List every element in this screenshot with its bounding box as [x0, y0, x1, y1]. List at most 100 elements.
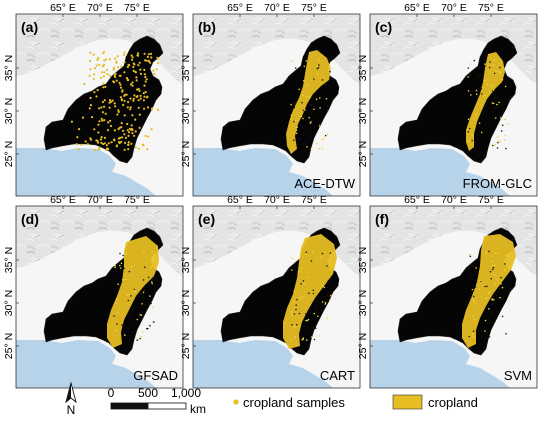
sample-point: [108, 58, 112, 61]
sample-point: [132, 99, 135, 102]
cropland-speckle: [471, 288, 474, 291]
cropland-speckle: [123, 265, 126, 267]
sample-point: [145, 78, 148, 81]
sample-point: [117, 141, 121, 144]
sample-point: [80, 143, 83, 146]
cropland-speckle: [299, 252, 301, 254]
sample-point: [117, 137, 120, 140]
cropland-speckle: [468, 140, 470, 142]
cropland-speckle: [151, 250, 153, 253]
sample-point: [131, 114, 134, 117]
cropland-speckle: [480, 88, 483, 90]
terrain-relief: [370, 14, 537, 84]
cropland-speckle: [498, 101, 500, 104]
cropland-speckle: [302, 109, 305, 112]
cropland-speckle: [148, 281, 150, 283]
cropland-speckle: [329, 269, 332, 272]
cropland-speckle: [133, 289, 135, 292]
cropland-speckle: [471, 134, 473, 137]
sample-point: [104, 85, 107, 88]
cropland-speckle: [136, 339, 138, 341]
cropland-speckle: [293, 313, 296, 315]
cropland-speckle: [475, 93, 478, 95]
cropland-speckle: [319, 107, 321, 109]
panel-label: (a): [21, 19, 38, 35]
lat-tick-label: 35° N: [357, 247, 369, 273]
scale-unit: km: [190, 402, 206, 416]
sample-point: [150, 56, 153, 59]
cropland-speckle: [308, 96, 311, 98]
sample-point: [143, 84, 146, 87]
cropland-speckle: [310, 260, 313, 262]
cropland-speckle: [306, 319, 309, 322]
sample-point: [93, 128, 96, 131]
cropland-speckle: [483, 79, 486, 82]
cropland-area: [462, 234, 516, 348]
sample-point: [138, 61, 141, 64]
sample-point: [122, 103, 125, 107]
sample-point: [110, 100, 113, 103]
cropland-speckle: [480, 86, 482, 88]
cropland-speckle: [496, 103, 498, 106]
cropland-speckle: [293, 290, 296, 292]
cropland-speckle: [300, 283, 302, 285]
cropland-speckle: [481, 93, 483, 95]
sample-point: [150, 128, 153, 131]
cropland-speckle: [301, 101, 303, 104]
sample-point: [77, 148, 80, 151]
cropland-speckle: [481, 331, 483, 333]
sample-point: [120, 65, 123, 68]
lat-tick-label: 30° N: [357, 290, 369, 316]
map-panel-f: 65° E 70° E 75° E 35° N 30° N 25° N (f) SVM: [357, 194, 538, 389]
legend-cropland: cropland: [392, 394, 478, 410]
cropland-speckle: [116, 323, 118, 325]
sample-point: [118, 126, 121, 129]
cropland-area: [283, 234, 337, 349]
method-label: GFSAD: [133, 368, 178, 383]
cropland-speckle: [474, 286, 477, 288]
cropland-speckle: [142, 252, 145, 254]
sample-point: [137, 64, 140, 67]
cropland-speckle: [329, 70, 331, 73]
cropland-speckle: [119, 252, 121, 255]
scale-segment-light: [147, 402, 187, 410]
sample-point: [143, 59, 147, 62]
sample-point: [75, 143, 78, 146]
cropland-speckle: [485, 297, 488, 300]
cropland-speckle: [291, 313, 293, 316]
sample-point: [129, 83, 133, 86]
cropland-speckle: [290, 117, 292, 120]
panel-frame: [15, 13, 184, 197]
cropland-speckle: [473, 59, 476, 62]
sample-point: [124, 136, 127, 139]
lat-tick-label: 25° N: [180, 333, 192, 359]
cropland-speckle: [492, 264, 495, 267]
cropland-speckle: [473, 318, 476, 320]
cropland-speckle: [143, 289, 146, 292]
sample-point: [95, 95, 98, 98]
sample-point: [132, 69, 135, 72]
cropland-speckle: [294, 120, 297, 122]
cropland-speckle: [313, 108, 315, 110]
sea-area: [370, 148, 510, 196]
sample-point: [134, 146, 137, 149]
cropland-area: [107, 236, 159, 348]
lat-tick-label: 35° N: [3, 247, 15, 273]
cropland-speckle: [484, 63, 486, 65]
cropland-speckle: [494, 282, 496, 285]
cropland-speckle: [499, 287, 501, 290]
cropland-speckle: [316, 67, 319, 70]
cropland-speckle: [494, 144, 496, 146]
sample-point: [103, 119, 106, 122]
cropland-speckle: [127, 299, 130, 302]
cropland-speckle: [148, 302, 150, 305]
cropland-speckle: [116, 311, 119, 314]
cropland-speckle: [470, 94, 472, 96]
sample-point: [102, 63, 105, 66]
lon-tick-label: 70° E: [87, 2, 113, 14]
cropland-speckle: [142, 291, 145, 294]
panel-label: (e): [198, 211, 215, 227]
cropland-speckle: [130, 312, 132, 315]
map-panel-e: 65° E 70° E 75° E 35° N 30° N 25° N (e) CART: [180, 194, 361, 389]
sample-point: [124, 141, 127, 144]
